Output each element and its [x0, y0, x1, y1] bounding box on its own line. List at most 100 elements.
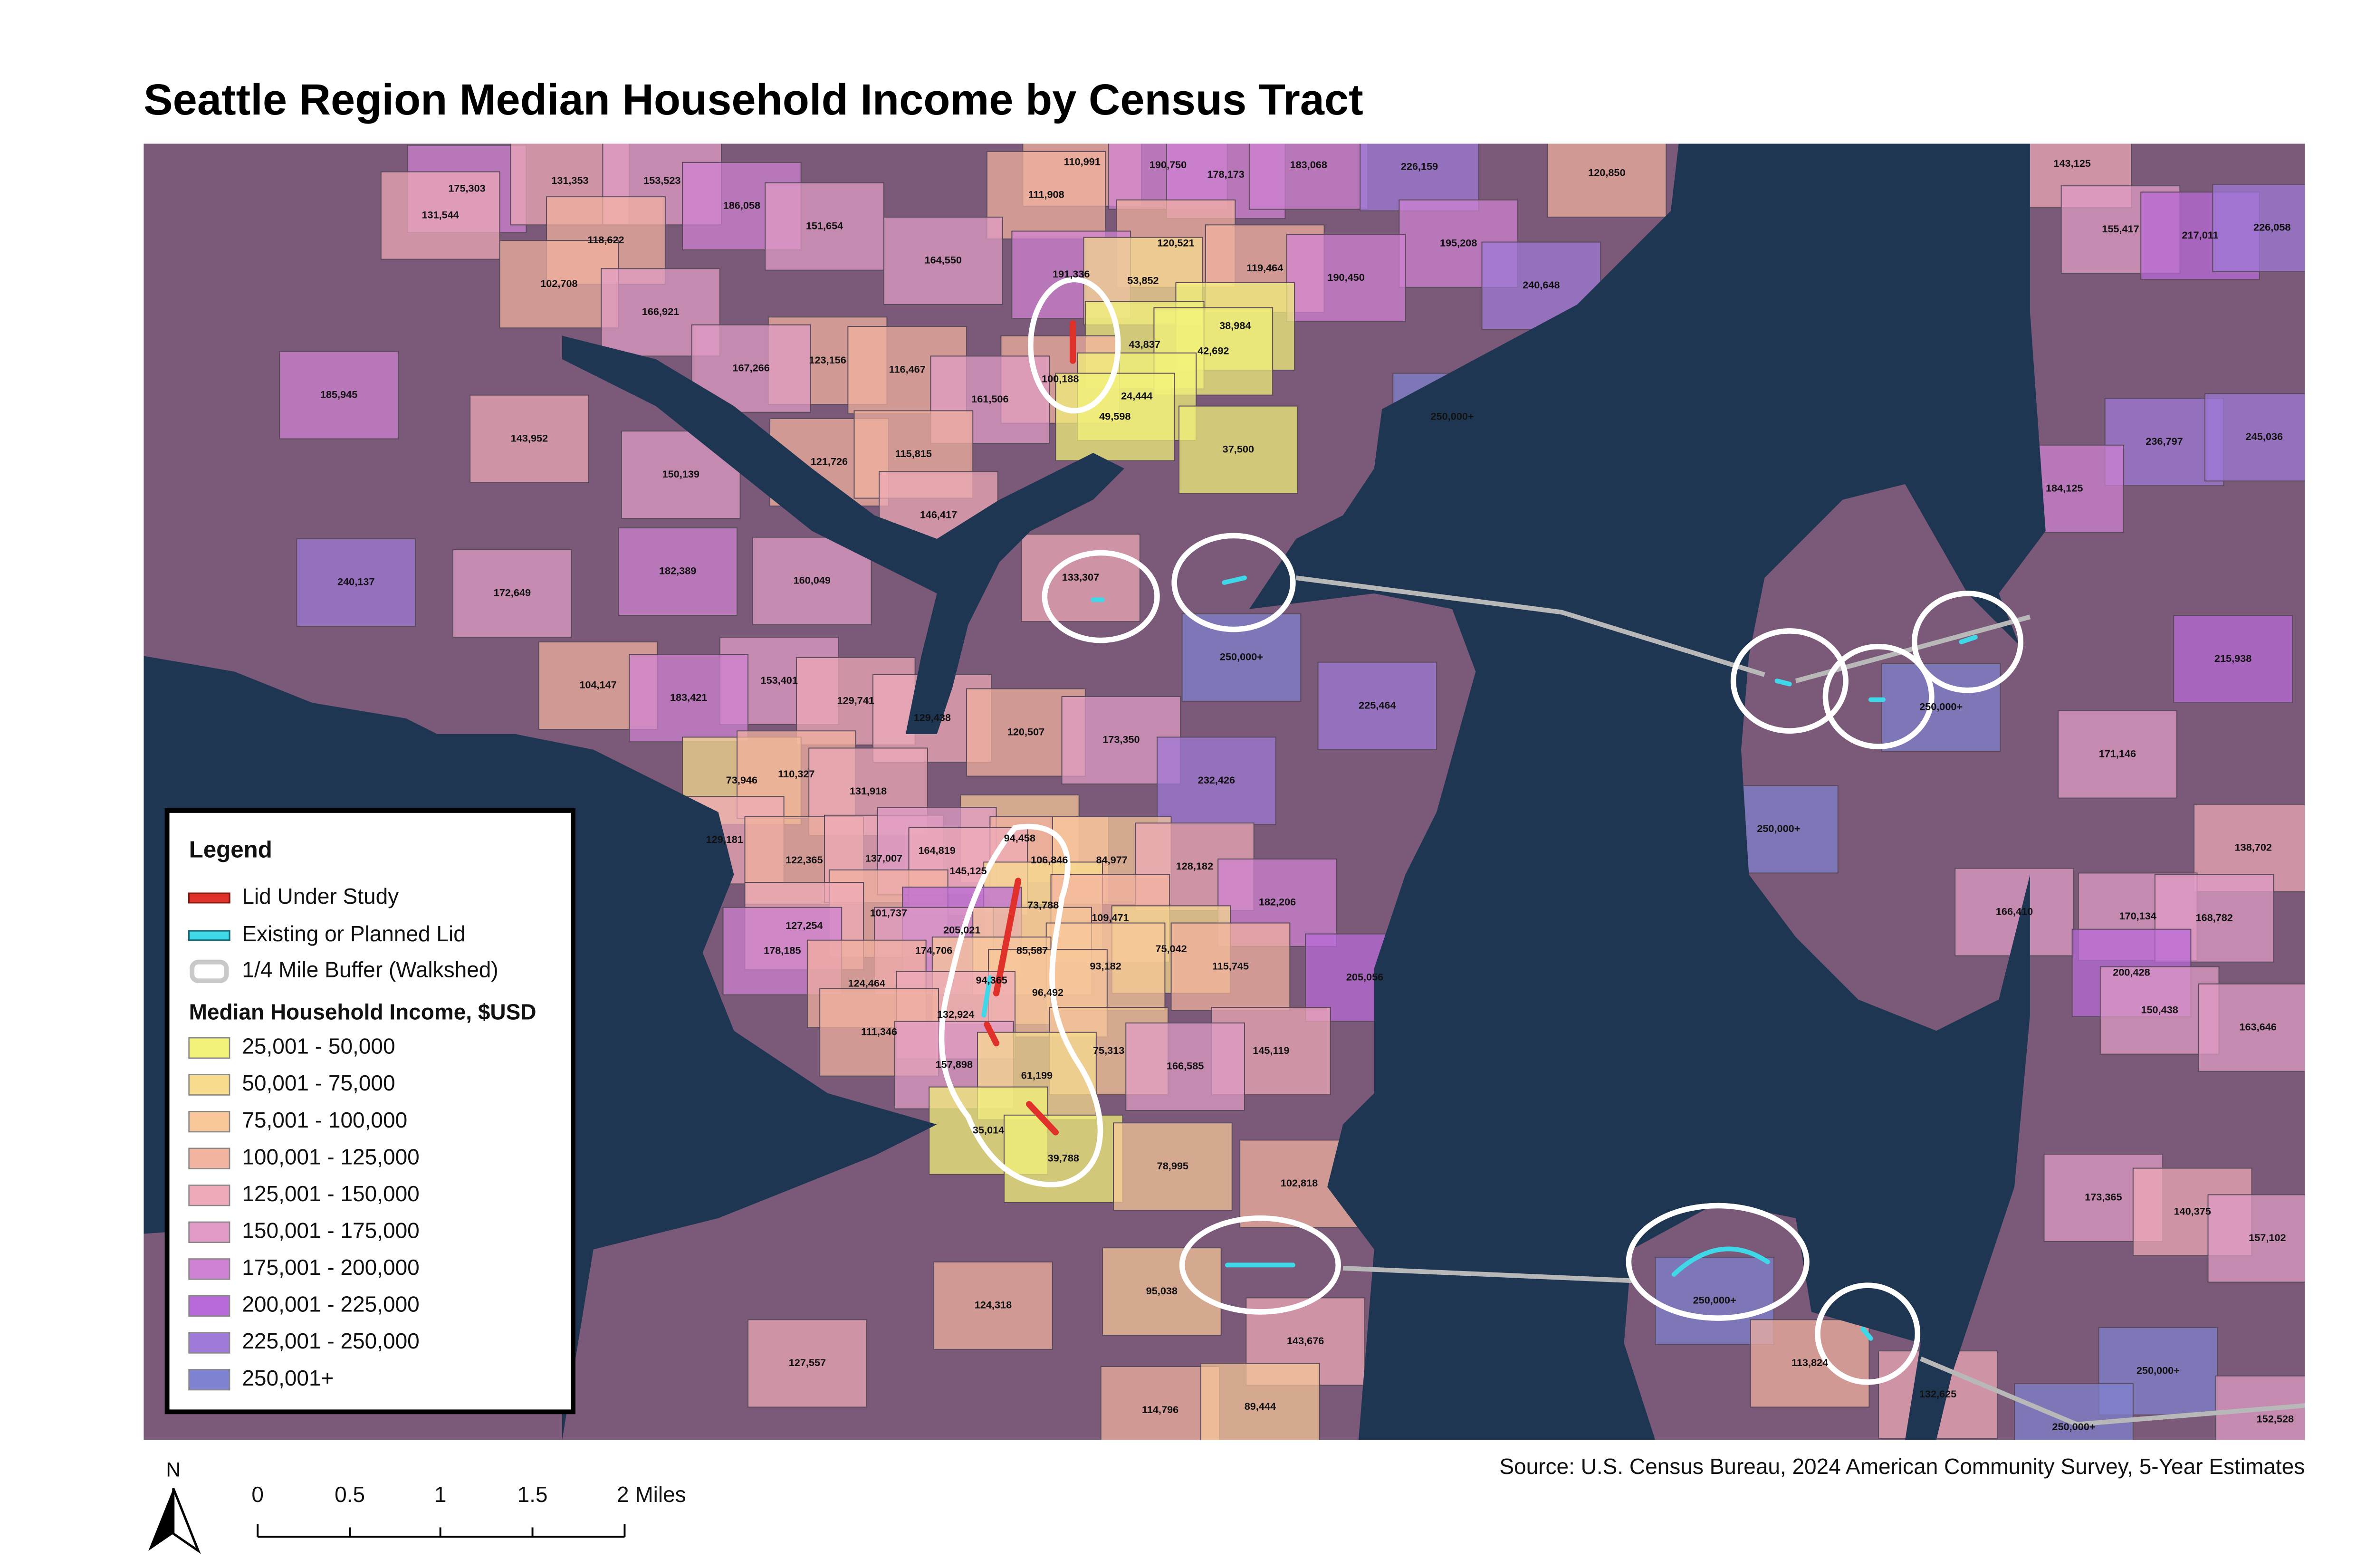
- tract-label: 124,318: [975, 1299, 1012, 1311]
- lid: [981, 975, 993, 1018]
- arrow-left: [148, 1488, 173, 1551]
- tract-label: 43,837: [1129, 338, 1160, 350]
- tract-label: 150,139: [662, 468, 699, 480]
- tract-label: 131,544: [422, 209, 459, 220]
- tract-label: 109,471: [1092, 911, 1129, 923]
- tract-label: 102,818: [1281, 1177, 1318, 1189]
- legend-label: 50,001 - 75,000: [242, 1071, 395, 1095]
- legend-swatch: [188, 1147, 230, 1169]
- tract-label: 250,000+: [1220, 650, 1263, 662]
- tract: [1750, 1319, 1870, 1408]
- tract-label: 42,692: [1198, 344, 1229, 356]
- tract-label: 250,000+: [2136, 1365, 2180, 1377]
- legend-label: 1/4 Mile Buffer (Walkshed): [242, 957, 498, 982]
- lid: [984, 1021, 1000, 1047]
- lid: [1774, 679, 1792, 687]
- lids-existing: [981, 575, 1978, 1341]
- source: Source: U.S. Census Bureau, 2024 America…: [1499, 1454, 2305, 1479]
- tract-label: 173,350: [1102, 734, 1140, 746]
- legend-label: 200,001 - 225,000: [242, 1292, 419, 1317]
- tract-label: 73,788: [1027, 899, 1059, 911]
- tract-label: 73,946: [726, 774, 757, 786]
- tract: [2207, 1194, 2305, 1283]
- tract-labels: 110,991 190,750 178,173 183,068 226,159 120,8…: [320, 156, 2294, 1433]
- buffer: [1028, 277, 1121, 414]
- tract-label: 151,654: [806, 220, 843, 231]
- tract-label: 122,365: [786, 854, 823, 866]
- legend-title: Legend: [189, 836, 272, 862]
- legend-label: Lid Under Study: [242, 884, 399, 908]
- lid: [1222, 575, 1247, 585]
- tract: [2212, 183, 2305, 272]
- tract: [1055, 373, 1175, 461]
- scale-label: 0.5: [335, 1482, 365, 1507]
- tract-label: 61,199: [1021, 1069, 1053, 1081]
- tract-label: 182,206: [1259, 896, 1296, 908]
- tract-label: 94,365: [976, 974, 1007, 986]
- tract-label: 121,726: [811, 456, 848, 468]
- tract: [629, 654, 749, 743]
- tract-label: 129,181: [706, 833, 743, 845]
- legend-label: 125,001 - 150,000: [242, 1181, 419, 1206]
- tract-label: 127,254: [786, 919, 823, 931]
- tract-label: 174,706: [915, 944, 952, 956]
- legend-label: 225,001 - 250,000: [242, 1329, 419, 1353]
- tract: [986, 151, 1106, 239]
- legend-swatch: [188, 1110, 230, 1133]
- tract-label: 132,924: [937, 1008, 974, 1020]
- tract-label: 104,147: [579, 679, 616, 691]
- tract-label: 143,676: [1287, 1335, 1324, 1347]
- legend-label: 150,001 - 175,000: [242, 1218, 419, 1243]
- tract: [1547, 143, 1667, 218]
- tract: [2204, 393, 2305, 482]
- tract-label: 183,068: [1290, 159, 1327, 171]
- tract: [747, 1319, 867, 1408]
- tract-label: 113,824: [1792, 1357, 1828, 1368]
- map-title: Seattle Region Median Household Income b…: [144, 75, 1363, 124]
- tract: [1102, 1247, 1222, 1336]
- tract-label: 166,410: [1996, 905, 2033, 917]
- tract-label: 150,438: [2141, 1004, 2178, 1015]
- tract: [380, 171, 500, 260]
- tract-label: 185,945: [320, 388, 357, 400]
- north-arrow: N: [148, 1458, 201, 1554]
- tract-label: 250,000+: [1431, 410, 1474, 422]
- legend-swatch: [190, 959, 229, 984]
- scale-label: 1.5: [517, 1482, 548, 1507]
- tract-label: 191,336: [1053, 268, 1090, 280]
- tract: [1881, 663, 2001, 752]
- tract-label: 94,458: [1004, 832, 1035, 844]
- tract-label: 164,819: [918, 844, 955, 856]
- buffers: [939, 277, 2023, 1385]
- tract-label: 190,450: [1327, 271, 1364, 283]
- tract-label: 53,852: [1127, 274, 1159, 286]
- tract-label: 78,995: [1157, 1160, 1188, 1172]
- tract-label: 133,307: [1062, 571, 1099, 583]
- legend-swatch: [188, 1074, 230, 1096]
- tract-label: 119,464: [1246, 262, 1283, 274]
- tract-label: 173,365: [2085, 1191, 2122, 1203]
- tract-label: 182,389: [659, 565, 696, 577]
- tract-label: 75,313: [1093, 1044, 1124, 1056]
- tract-label: 120,521: [1157, 237, 1194, 249]
- tract-label: 172,649: [494, 587, 531, 599]
- tract-label: 114,796: [1142, 1404, 1178, 1415]
- tract-label: 178,185: [764, 944, 801, 956]
- tract-label: 131,353: [551, 174, 588, 186]
- tract-label: 143,125: [2053, 157, 2090, 169]
- tract-label: 93,182: [1090, 960, 1121, 972]
- tract-label: 250,000+: [1757, 822, 1800, 834]
- tract-label: 143,952: [511, 432, 548, 444]
- tract-label: 200,428: [2113, 966, 2150, 978]
- tract-label: 115,745: [1212, 960, 1249, 972]
- legend-swatch: [188, 1368, 230, 1391]
- tract-label: 106,846: [1031, 854, 1068, 866]
- tract: [499, 240, 619, 329]
- tract-label: 131,918: [850, 785, 887, 797]
- tract: [1178, 405, 1298, 494]
- scale-bar: 0 0.5 1 1.5 2 Miles: [251, 1482, 686, 1538]
- tract: [1200, 1363, 1320, 1440]
- legend-label: 100,001 - 125,000: [242, 1144, 419, 1169]
